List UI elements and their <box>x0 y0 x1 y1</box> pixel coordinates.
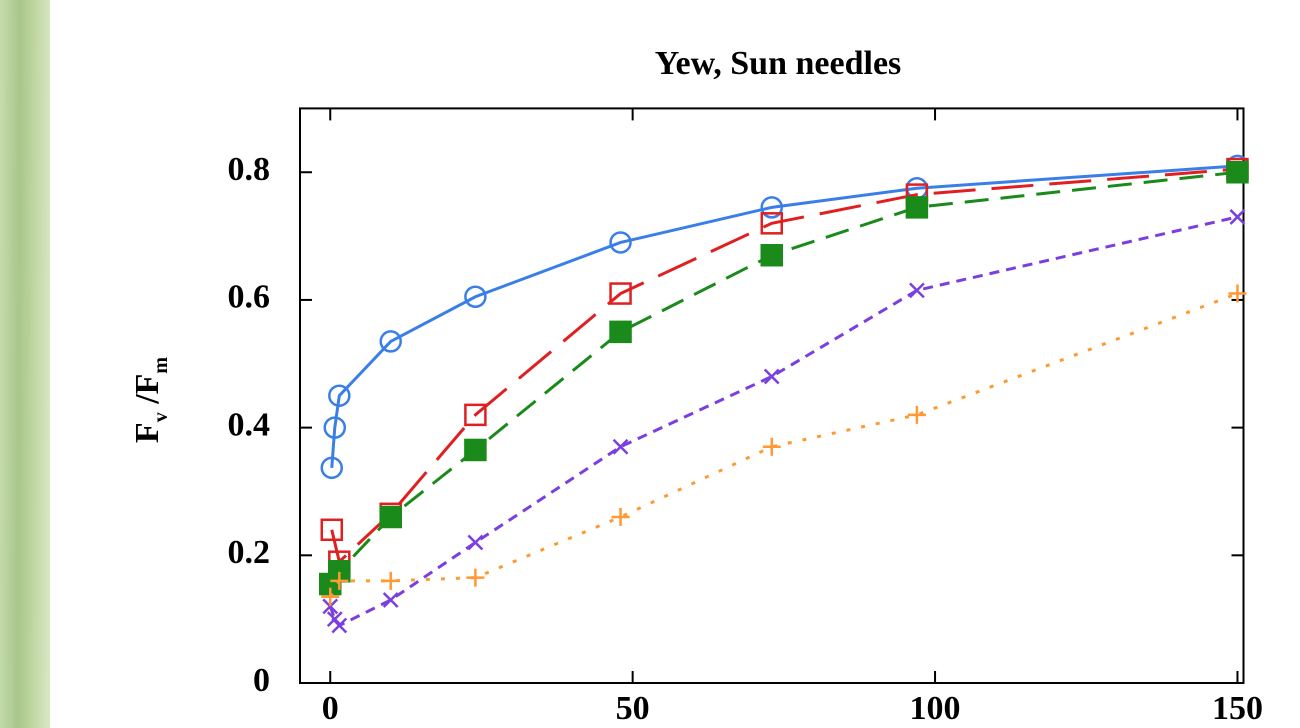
point <box>381 571 400 590</box>
point <box>330 571 349 590</box>
point <box>323 416 347 439</box>
point <box>609 231 632 254</box>
y-tick-label: 0 <box>253 662 270 699</box>
point <box>760 196 783 219</box>
y-tick-label: 0.2 <box>228 534 271 571</box>
point <box>464 438 487 462</box>
y-tick-label: 0.4 <box>228 406 271 443</box>
point <box>321 587 340 606</box>
point <box>379 330 402 353</box>
point <box>762 437 781 456</box>
y-label-part: F <box>129 422 166 443</box>
x-tick-label: 100 <box>910 690 961 727</box>
background-strip <box>0 0 50 728</box>
x-tick-label: 150 <box>1212 690 1263 727</box>
point <box>1228 284 1247 303</box>
point <box>466 568 485 587</box>
series-line <box>328 292 1238 598</box>
y-tick-label: 0.6 <box>228 279 271 316</box>
point <box>382 592 399 608</box>
series-line <box>330 164 1238 468</box>
y-label-sub: m <box>150 357 172 374</box>
x-tick-label: 50 <box>616 690 650 727</box>
point <box>328 384 351 407</box>
x-tick-label: 0 <box>322 690 339 727</box>
point <box>763 368 780 385</box>
point <box>320 518 344 542</box>
chart-title: Yew, Sun needles <box>655 45 902 82</box>
point <box>907 405 926 424</box>
point <box>609 282 632 305</box>
series-line <box>328 215 1238 628</box>
y-tick-label: 0.8 <box>228 151 271 188</box>
point <box>760 243 783 267</box>
point <box>467 534 484 551</box>
y-axis-label: Fv /Fm <box>129 357 172 444</box>
plot-frame <box>299 107 1245 684</box>
series-line <box>329 170 1238 585</box>
point <box>909 282 925 299</box>
point <box>322 598 339 615</box>
point <box>609 320 632 344</box>
series-line <box>330 167 1238 565</box>
point <box>1229 209 1246 225</box>
point <box>1226 160 1249 184</box>
y-label-part: /F <box>129 374 166 413</box>
point <box>331 617 348 634</box>
y-label-sub: v <box>150 412 172 422</box>
point <box>612 438 629 455</box>
point <box>464 285 487 308</box>
point <box>464 403 487 427</box>
point <box>760 212 783 235</box>
point <box>320 456 344 480</box>
point <box>611 508 630 527</box>
point <box>905 196 929 219</box>
point <box>379 505 402 529</box>
